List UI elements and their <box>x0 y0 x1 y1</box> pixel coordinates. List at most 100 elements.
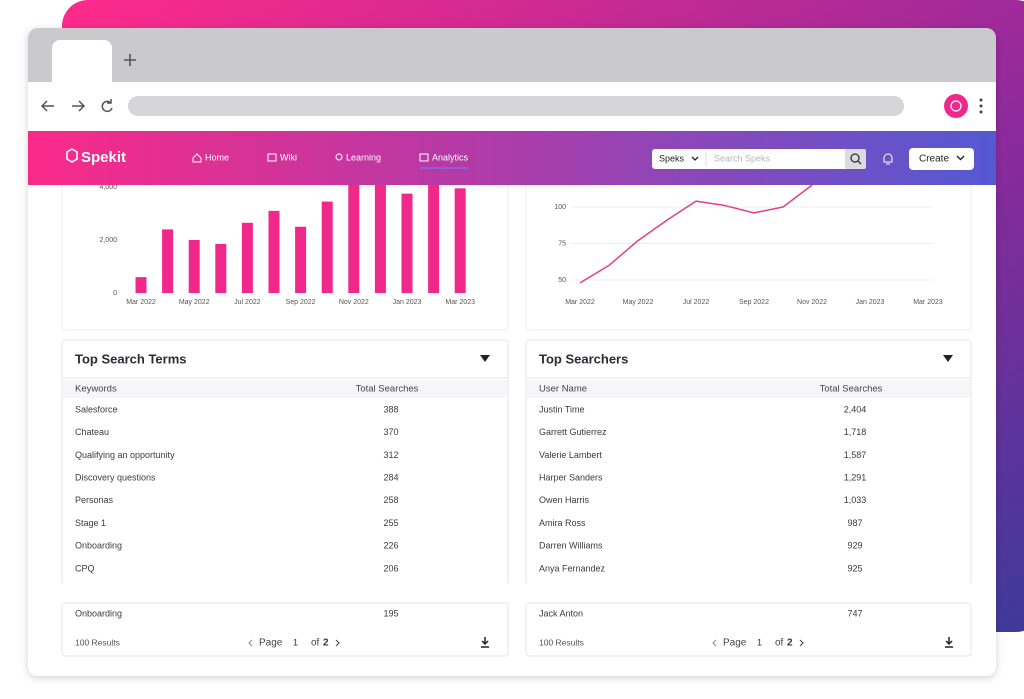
page-label: Page <box>259 638 283 649</box>
bar <box>135 277 147 293</box>
active-underline <box>420 167 468 169</box>
x-tick-label: Nov 2022 <box>339 299 369 306</box>
x-tick-label: Mar 2022 <box>565 299 595 306</box>
bar <box>374 185 386 293</box>
row-value: 1,587 <box>844 450 867 460</box>
download-button[interactable] <box>481 637 489 648</box>
content: 0 2,000 4,000 Mar 2022 May 2022 Jul 2022 Sep 2… <box>61 185 972 657</box>
column-header: Keywords <box>75 384 117 395</box>
row-value: 226 <box>383 541 398 551</box>
results-count: 100 Results <box>75 637 120 647</box>
chart-card <box>61 185 509 331</box>
column-header-band <box>63 380 507 398</box>
x-tick-label: Sep 2022 <box>286 299 316 306</box>
column-header: Total Searches <box>820 384 883 395</box>
nav-wiki[interactable]: Wiki <box>280 152 297 162</box>
nav-learning[interactable]: Learning <box>346 152 381 162</box>
create-label[interactable]: Create <box>919 154 949 165</box>
row-value: 195 <box>383 608 398 618</box>
table-title: Top Searchers <box>539 351 628 366</box>
row-value: 312 <box>383 450 398 460</box>
row-value: 284 <box>383 472 398 482</box>
logo[interactable]: Spekit <box>81 149 126 166</box>
row-value: 255 <box>383 518 398 528</box>
row-name: Valerie Lambert <box>539 450 602 460</box>
bar <box>454 188 466 293</box>
filter-button[interactable] <box>480 355 490 362</box>
bar <box>188 240 200 293</box>
logo-icon <box>66 148 78 163</box>
row-name: CPQ <box>75 563 95 573</box>
x-tick-label: Jan 2023 <box>393 299 422 306</box>
reload-button[interactable] <box>101 99 113 113</box>
row-name: Onboarding <box>75 541 122 551</box>
bar <box>401 193 413 293</box>
search-button[interactable] <box>845 149 866 169</box>
bar <box>295 226 307 293</box>
tab[interactable] <box>52 40 112 82</box>
row-name: Stage 1 <box>75 518 106 528</box>
row-name: Garrett Gutierrez <box>539 427 607 437</box>
profile-avatar[interactable] <box>944 94 968 118</box>
create-chevron <box>956 155 965 161</box>
download-button[interactable] <box>945 637 953 648</box>
page-total: 2 <box>323 638 329 649</box>
page-current: 1 <box>293 637 298 647</box>
x-tick-label: Mar 2023 <box>913 299 943 306</box>
menu-button[interactable] <box>979 98 983 114</box>
back-button[interactable] <box>40 100 54 112</box>
avatar-icon <box>950 100 962 112</box>
row-name: Harper Sanders <box>539 472 603 482</box>
prev-page[interactable] <box>248 639 253 647</box>
table-title: Top Search Terms <box>75 351 187 366</box>
new-tab[interactable] <box>124 54 136 66</box>
row-name: Anya Fernandez <box>539 563 606 573</box>
row-name: Qualifying an opportunity <box>75 450 175 460</box>
create-button[interactable] <box>909 148 974 170</box>
search-icon-handle <box>857 160 862 165</box>
row-value: 206 <box>383 563 398 573</box>
fade <box>527 582 970 602</box>
prev-page[interactable] <box>712 639 717 647</box>
row-name: Amira Ross <box>539 518 586 528</box>
page-total: 2 <box>787 638 793 649</box>
x-tick-label: Jul 2022 <box>234 299 261 306</box>
table-footer-card <box>61 602 509 657</box>
page-of: of <box>311 638 320 649</box>
x-tick-label: Jan 2023 <box>856 299 885 306</box>
line-series <box>579 185 813 284</box>
row-value: 1,033 <box>844 495 867 505</box>
analytics-icon <box>419 153 429 162</box>
row-value: 987 <box>847 518 862 528</box>
y-tick-label: 50 <box>558 277 566 284</box>
chart-card <box>525 185 972 331</box>
row-name: Owen Harris <box>539 495 590 505</box>
next-page[interactable] <box>799 639 804 647</box>
row-name: Onboarding <box>75 608 122 618</box>
row-name: Personas <box>75 495 114 505</box>
address-bar[interactable] <box>128 96 904 116</box>
row-value: 1,718 <box>844 427 867 437</box>
bar <box>428 185 440 293</box>
search-icon <box>850 153 860 163</box>
bar <box>162 229 174 293</box>
column-header: Total Searches <box>356 384 419 395</box>
nav-analytics[interactable]: Analytics <box>432 152 469 162</box>
y-tick-label: 2,000 <box>99 237 117 244</box>
nav-home[interactable]: Home <box>205 152 229 162</box>
column-header: User Name <box>539 384 587 395</box>
search-scope[interactable]: Speks <box>659 153 685 163</box>
page-current: 1 <box>757 637 762 647</box>
y-tick-label: 0 <box>113 290 117 297</box>
filter-button[interactable] <box>943 355 953 362</box>
forward-button[interactable] <box>72 100 86 112</box>
next-page[interactable] <box>335 639 340 647</box>
search-placeholder[interactable]: Search Speks <box>714 153 771 163</box>
page-label: Page <box>723 638 747 649</box>
notifications[interactable] <box>883 153 893 165</box>
row-value: 2,404 <box>844 404 867 414</box>
row-name: Darren Williams <box>539 541 603 551</box>
x-tick-label: Nov 2022 <box>797 299 827 306</box>
table-card <box>61 339 509 585</box>
